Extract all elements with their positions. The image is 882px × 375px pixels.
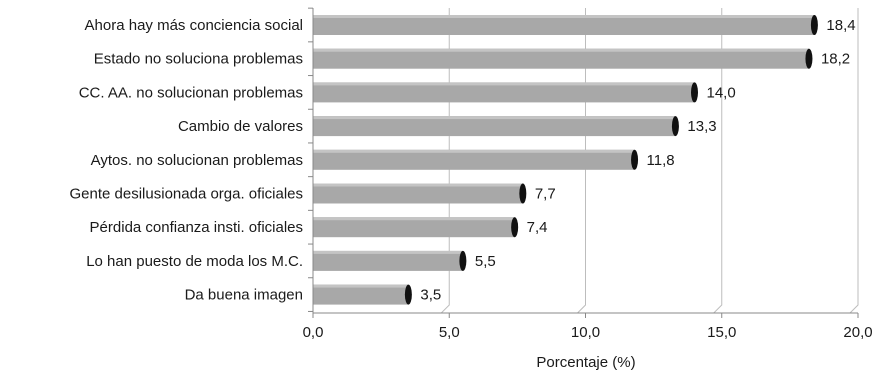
- axis-layer: 0,0 5,0 10,0 15,0 20,0: [303, 7, 873, 341]
- bar-end-cap: [459, 250, 467, 271]
- value-label: 18,4: [826, 17, 855, 34]
- labels-layer: Ahora hay más conciencia social 18,4 Estad…: [70, 17, 856, 304]
- bar-end-cap: [671, 116, 679, 137]
- x-axis-title: Porcentaje (%): [536, 354, 635, 371]
- x-gridline: [849, 8, 859, 314]
- bar-end-cap: [805, 48, 813, 69]
- category-label: Aytos. no solucionan problemas: [91, 152, 303, 169]
- bar-highlight: [313, 183, 523, 187]
- x-tick-label: 10,0: [571, 324, 600, 341]
- bar-end-cap: [519, 183, 527, 204]
- bars-layer: [313, 15, 818, 305]
- bar: [313, 15, 815, 35]
- bar-highlight: [313, 217, 515, 221]
- x-gridline: [577, 8, 586, 314]
- x-tick-label: 15,0: [707, 324, 736, 341]
- bar: [313, 250, 463, 271]
- category-label: CC. AA. no solucionan problemas: [79, 84, 303, 101]
- bar-highlight: [313, 250, 463, 254]
- bar-highlight: [313, 82, 695, 86]
- category-label: Cambio de valores: [178, 118, 303, 135]
- value-label: 7,7: [535, 186, 556, 203]
- x-tick-label: 0,0: [303, 324, 324, 341]
- category-label: Pérdida confianza insti. oficiales: [90, 219, 303, 236]
- x-tick-label: 20,0: [843, 324, 872, 341]
- bar: [313, 217, 515, 238]
- category-label: Gente desilusionada orga. oficiales: [70, 186, 303, 203]
- bar: [313, 48, 809, 69]
- x-tick-label: 5,0: [439, 324, 460, 341]
- bar-end-cap: [631, 149, 639, 170]
- bar-highlight: [313, 15, 815, 18]
- bar-end-cap: [810, 15, 818, 35]
- bar-end-cap: [511, 217, 519, 238]
- bar-highlight: [313, 116, 676, 120]
- value-label: 14,0: [707, 84, 736, 101]
- category-label: Estado no soluciona problemas: [94, 51, 303, 68]
- category-label: Lo han puesto de moda los M.C.: [86, 253, 303, 270]
- bar-highlight: [313, 149, 635, 153]
- value-label: 3,5: [420, 287, 441, 304]
- bar-highlight: [313, 284, 409, 288]
- value-label: 13,3: [687, 118, 716, 135]
- value-label: 5,5: [475, 253, 496, 270]
- value-label: 18,2: [821, 51, 850, 68]
- value-label: 7,4: [527, 219, 548, 236]
- category-label: Da buena imagen: [185, 287, 303, 304]
- bar-end-cap: [691, 82, 698, 103]
- bar: [313, 149, 635, 170]
- x-gridline: [440, 8, 450, 314]
- bar-end-cap: [404, 284, 412, 305]
- category-label: Ahora hay más conciencia social: [85, 17, 303, 34]
- bar: [313, 82, 695, 103]
- grid-layer: [440, 8, 859, 314]
- bar-highlight: [313, 48, 809, 52]
- bar: [313, 116, 676, 137]
- x-gridline: [713, 8, 723, 314]
- bar: [313, 183, 523, 204]
- value-label: 11,8: [647, 152, 675, 169]
- bar: [313, 284, 409, 305]
